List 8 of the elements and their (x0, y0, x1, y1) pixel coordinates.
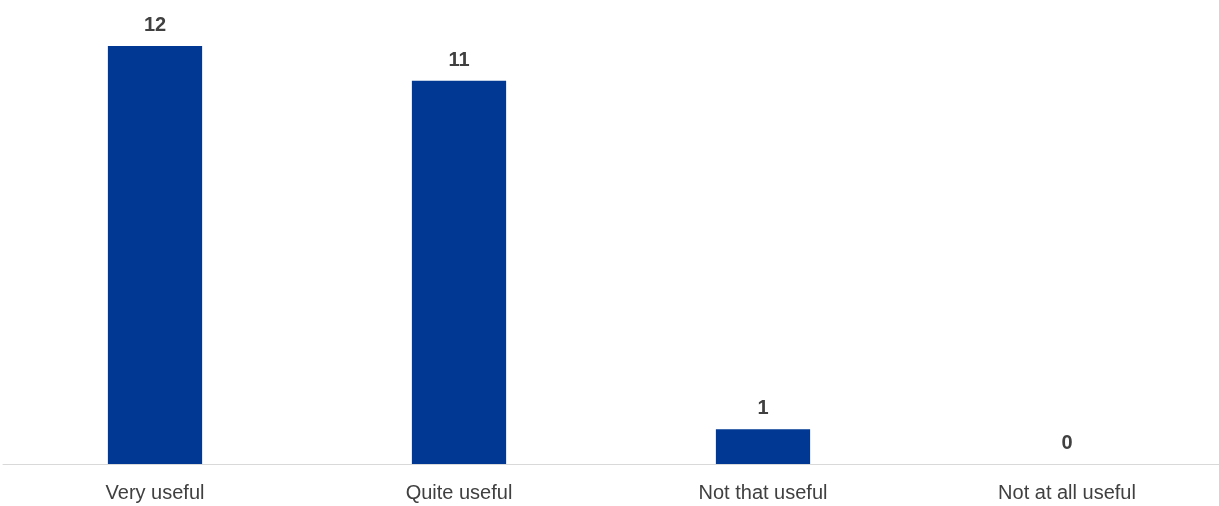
x-tick-label: Not that useful (698, 481, 828, 503)
data-label: 1 (757, 396, 769, 419)
data-label: 11 (448, 47, 470, 70)
x-tick-label: Not at all useful (998, 481, 1136, 503)
x-tick-label: Quite useful (405, 481, 513, 503)
data-label: 12 (143, 13, 167, 35)
x-tick-label: Very useful (105, 481, 205, 503)
data-label: 0 (1061, 431, 1073, 453)
